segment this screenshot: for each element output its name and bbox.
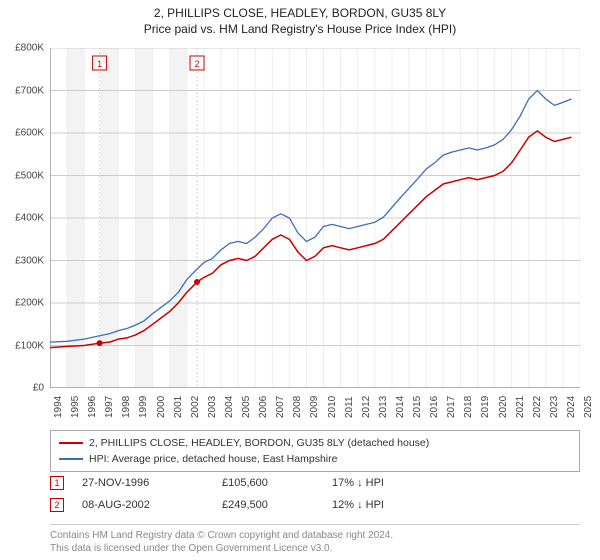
x-tick-label: 2008 (292, 396, 303, 418)
title-block: 2, PHILLIPS CLOSE, HEADLEY, BORDON, GU35… (0, 0, 600, 36)
transaction-diff: 17% ↓ HPI (332, 477, 452, 489)
x-tick-label: 2024 (566, 396, 577, 418)
transaction-price: £249,500 (222, 499, 332, 511)
y-tick-label: £100K (15, 340, 44, 351)
transaction-diff: 12% ↓ HPI (332, 499, 452, 511)
x-tick-label: 1997 (104, 396, 115, 418)
y-tick-label: £200K (15, 298, 44, 309)
x-tick-label: 2018 (463, 396, 474, 418)
legend-label: 2, PHILLIPS CLOSE, HEADLEY, BORDON, GU35… (89, 435, 429, 451)
y-tick-label: £300K (15, 255, 44, 266)
x-tick-label: 2009 (309, 396, 320, 418)
legend: 2, PHILLIPS CLOSE, HEADLEY, BORDON, GU35… (50, 430, 580, 472)
transaction-date: 08-AUG-2002 (82, 499, 222, 511)
x-tick-label: 2015 (412, 396, 423, 418)
y-tick-label: £400K (15, 213, 44, 224)
x-tick-label: 2012 (361, 396, 372, 418)
attribution-line2: This data is licensed under the Open Gov… (50, 542, 580, 555)
x-axis-labels: 1994 1995 1996 1997 1998 1999 2000 2001 2002 2003… (50, 390, 580, 426)
legend-row: 2, PHILLIPS CLOSE, HEADLEY, BORDON, GU35… (59, 435, 571, 451)
y-tick-label: £0 (33, 383, 44, 394)
x-tick-label: 2017 (446, 396, 457, 418)
svg-text:1: 1 (97, 59, 102, 69)
x-tick-label: 2016 (429, 396, 440, 418)
x-tick-label: 2002 (190, 396, 201, 418)
x-tick-label: 2003 (207, 396, 218, 418)
legend-label: HPI: Average price, detached house, East… (89, 451, 337, 467)
x-tick-label: 1998 (121, 396, 132, 418)
x-tick-label: 2010 (327, 396, 338, 418)
x-tick-label: 2000 (156, 396, 167, 418)
x-tick-label: 1994 (53, 396, 64, 418)
svg-text:2: 2 (195, 59, 200, 69)
y-axis-labels: £0£100K£200K£300K£400K£500K£600K£700K£80… (0, 48, 48, 388)
x-tick-label: 2006 (258, 396, 269, 418)
chart-container: 2, PHILLIPS CLOSE, HEADLEY, BORDON, GU35… (0, 0, 600, 560)
x-tick-label: 2013 (378, 396, 389, 418)
transaction-marker: 1 (50, 476, 64, 490)
legend-row: HPI: Average price, detached house, East… (59, 451, 571, 467)
y-tick-label: £600K (15, 128, 44, 139)
y-tick-label: £500K (15, 170, 44, 181)
x-tick-label: 1996 (87, 396, 98, 418)
x-tick-label: 2021 (515, 396, 526, 418)
legend-swatch (59, 458, 83, 460)
x-tick-label: 2023 (549, 396, 560, 418)
y-tick-label: £800K (15, 43, 44, 54)
plot-svg: 12 (50, 48, 580, 388)
legend-swatch (59, 442, 83, 444)
y-tick-label: £700K (15, 85, 44, 96)
x-tick-label: 2020 (498, 396, 509, 418)
x-tick-label: 2025 (583, 396, 594, 418)
x-tick-label: 2022 (532, 396, 543, 418)
x-tick-label: 2019 (480, 396, 491, 418)
attribution-line1: Contains HM Land Registry data © Crown c… (50, 529, 580, 542)
x-tick-label: 2014 (395, 396, 406, 418)
x-tick-label: 2007 (275, 396, 286, 418)
attribution: Contains HM Land Registry data © Crown c… (50, 524, 580, 555)
transactions-table: 1 27-NOV-1996£105,60017% ↓ HPI 2 08-AUG-200… (50, 472, 580, 516)
title-line2: Price paid vs. HM Land Registry's House … (0, 22, 600, 36)
title-line1: 2, PHILLIPS CLOSE, HEADLEY, BORDON, GU35… (0, 6, 600, 20)
x-tick-label: 2011 (344, 396, 355, 418)
x-tick-label: 1999 (138, 396, 149, 418)
transaction-row: 1 27-NOV-1996£105,60017% ↓ HPI (50, 472, 580, 494)
chart-area: 12 (50, 48, 580, 388)
transaction-marker: 2 (50, 498, 64, 512)
x-tick-label: 2005 (241, 396, 252, 418)
transaction-row: 2 08-AUG-2002£249,50012% ↓ HPI (50, 494, 580, 516)
transaction-date: 27-NOV-1996 (82, 477, 222, 489)
x-tick-label: 2004 (224, 396, 235, 418)
x-tick-label: 1995 (70, 396, 81, 418)
x-tick-label: 2001 (173, 396, 184, 418)
transaction-price: £105,600 (222, 477, 332, 489)
